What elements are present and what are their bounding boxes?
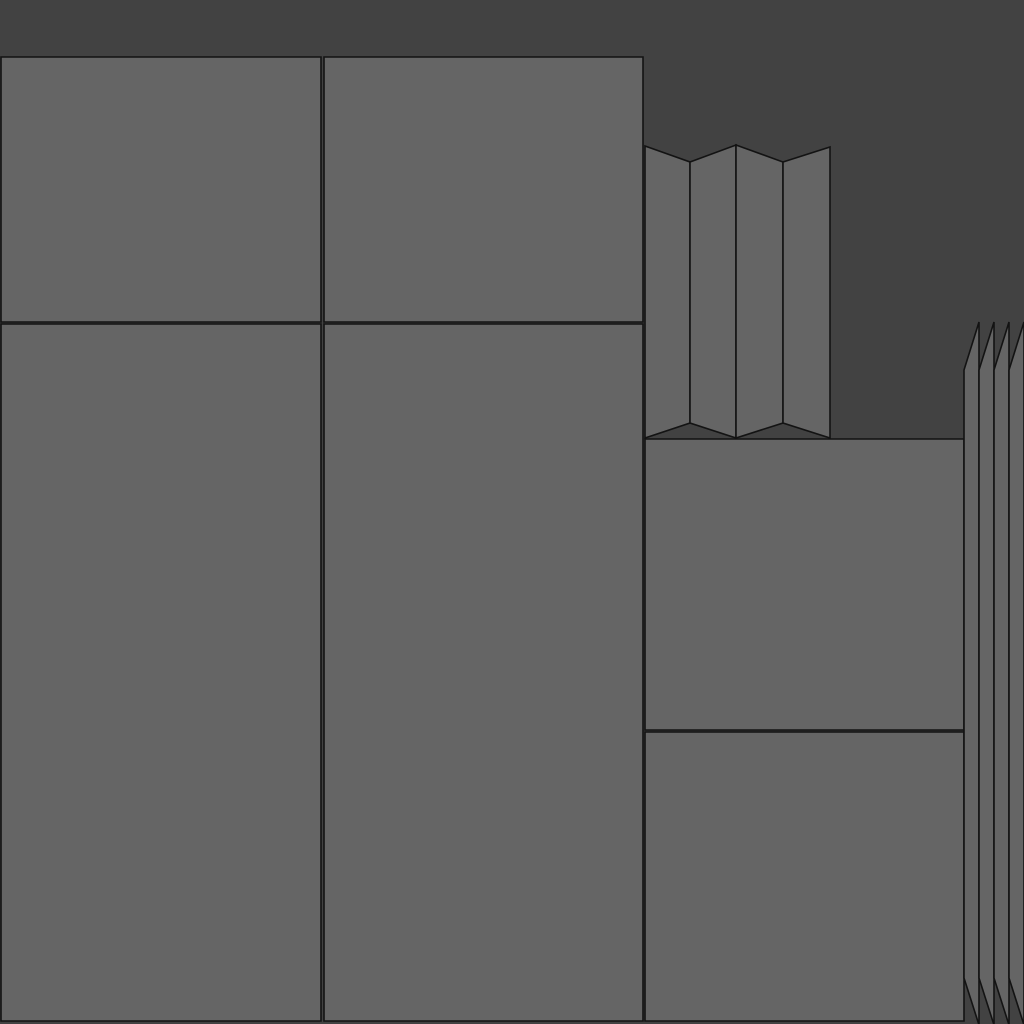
quad-bottom-middle — [323, 323, 644, 1022]
quad-right-lower — [644, 731, 965, 1022]
quad-top-middle — [323, 56, 644, 323]
fold-panel-2 — [689, 143, 737, 440]
fold-panel-3 — [735, 143, 784, 440]
shape-layer — [0, 56, 1024, 1024]
slat-1 — [963, 321, 980, 1024]
fold-panel-4 — [782, 145, 831, 440]
slat-4 — [1008, 321, 1024, 1024]
fold-panel-1 — [644, 144, 691, 440]
quad-top-left — [0, 56, 322, 323]
slat-3 — [993, 321, 1010, 1024]
quad-bottom-left — [0, 323, 322, 1022]
quad-right-upper — [644, 438, 965, 731]
slat-2 — [978, 321, 995, 1024]
